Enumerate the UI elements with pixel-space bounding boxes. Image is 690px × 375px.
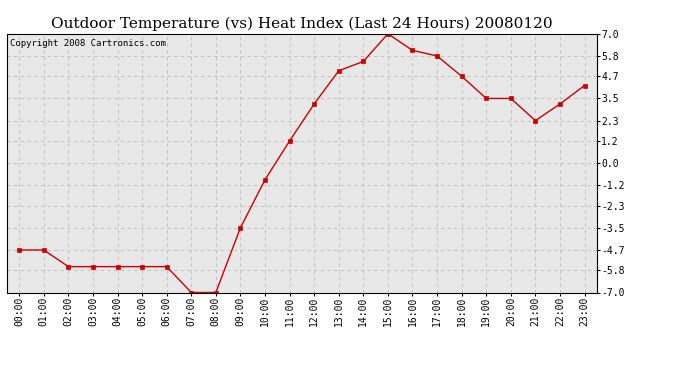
Title: Outdoor Temperature (vs) Heat Index (Last 24 Hours) 20080120: Outdoor Temperature (vs) Heat Index (Las… <box>51 17 553 31</box>
Text: Copyright 2008 Cartronics.com: Copyright 2008 Cartronics.com <box>10 39 166 48</box>
